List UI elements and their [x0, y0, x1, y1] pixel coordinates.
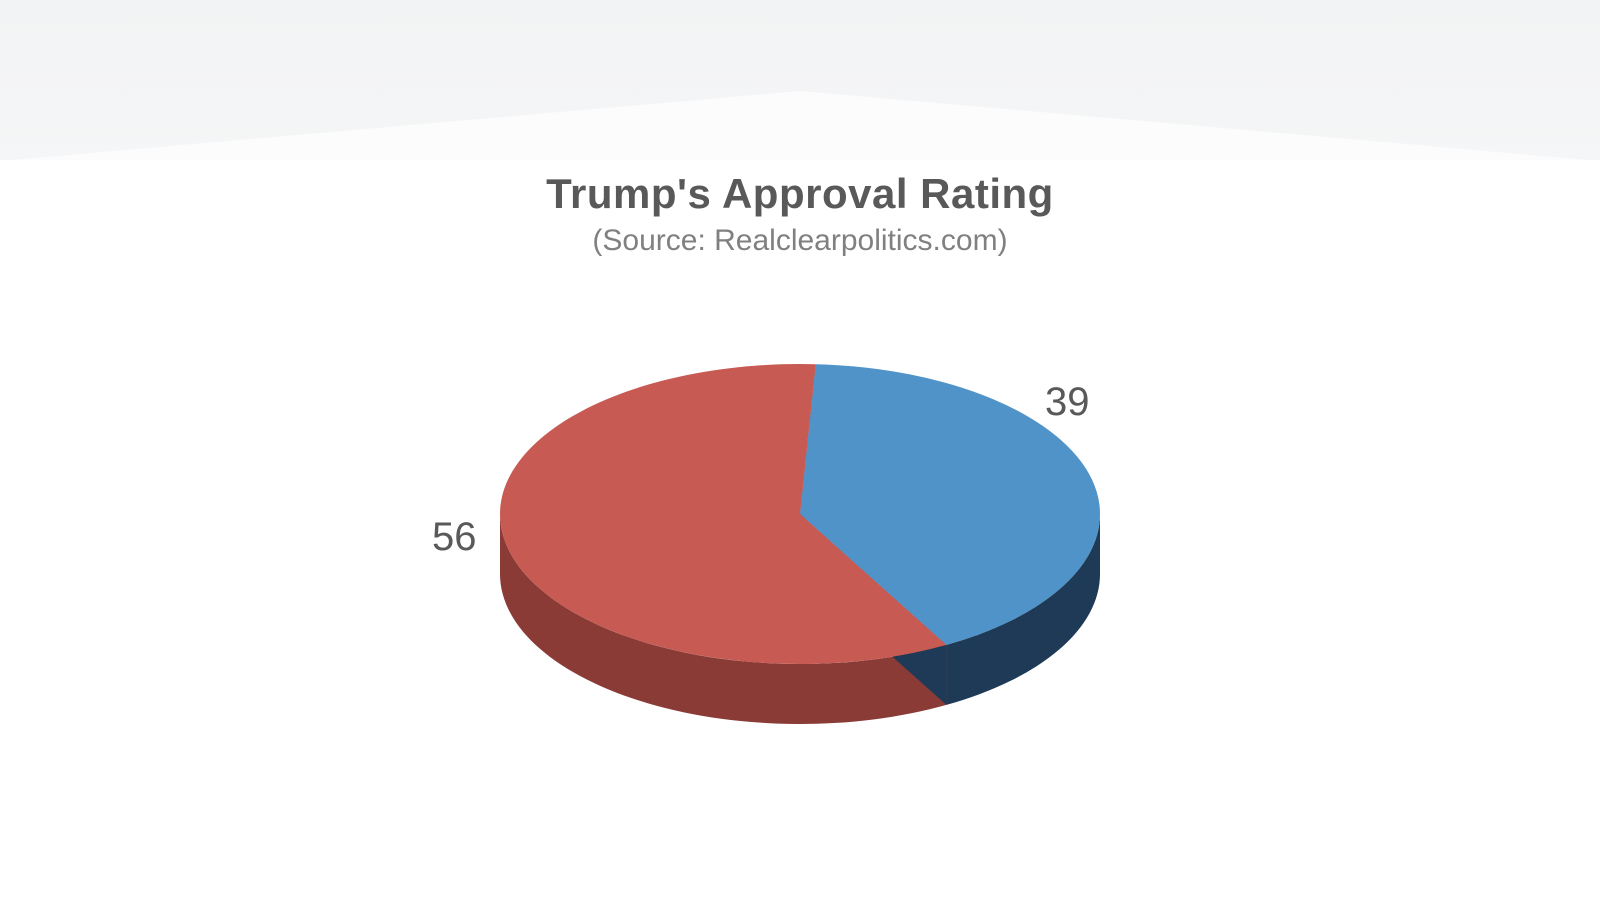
chart-title: Trump's Approval Rating	[0, 170, 1600, 218]
chart-subtitle: (Source: Realclearpolitics.com)	[0, 224, 1600, 258]
pie-chart-svg	[496, 360, 1104, 728]
slice-label-0: 39	[1045, 380, 1090, 425]
pie-chart	[496, 360, 1104, 728]
slice-label-1: 56	[432, 515, 477, 560]
chart-title-block: Trump's Approval Rating (Source: Realcle…	[0, 170, 1600, 258]
top-banner	[0, 0, 1600, 160]
